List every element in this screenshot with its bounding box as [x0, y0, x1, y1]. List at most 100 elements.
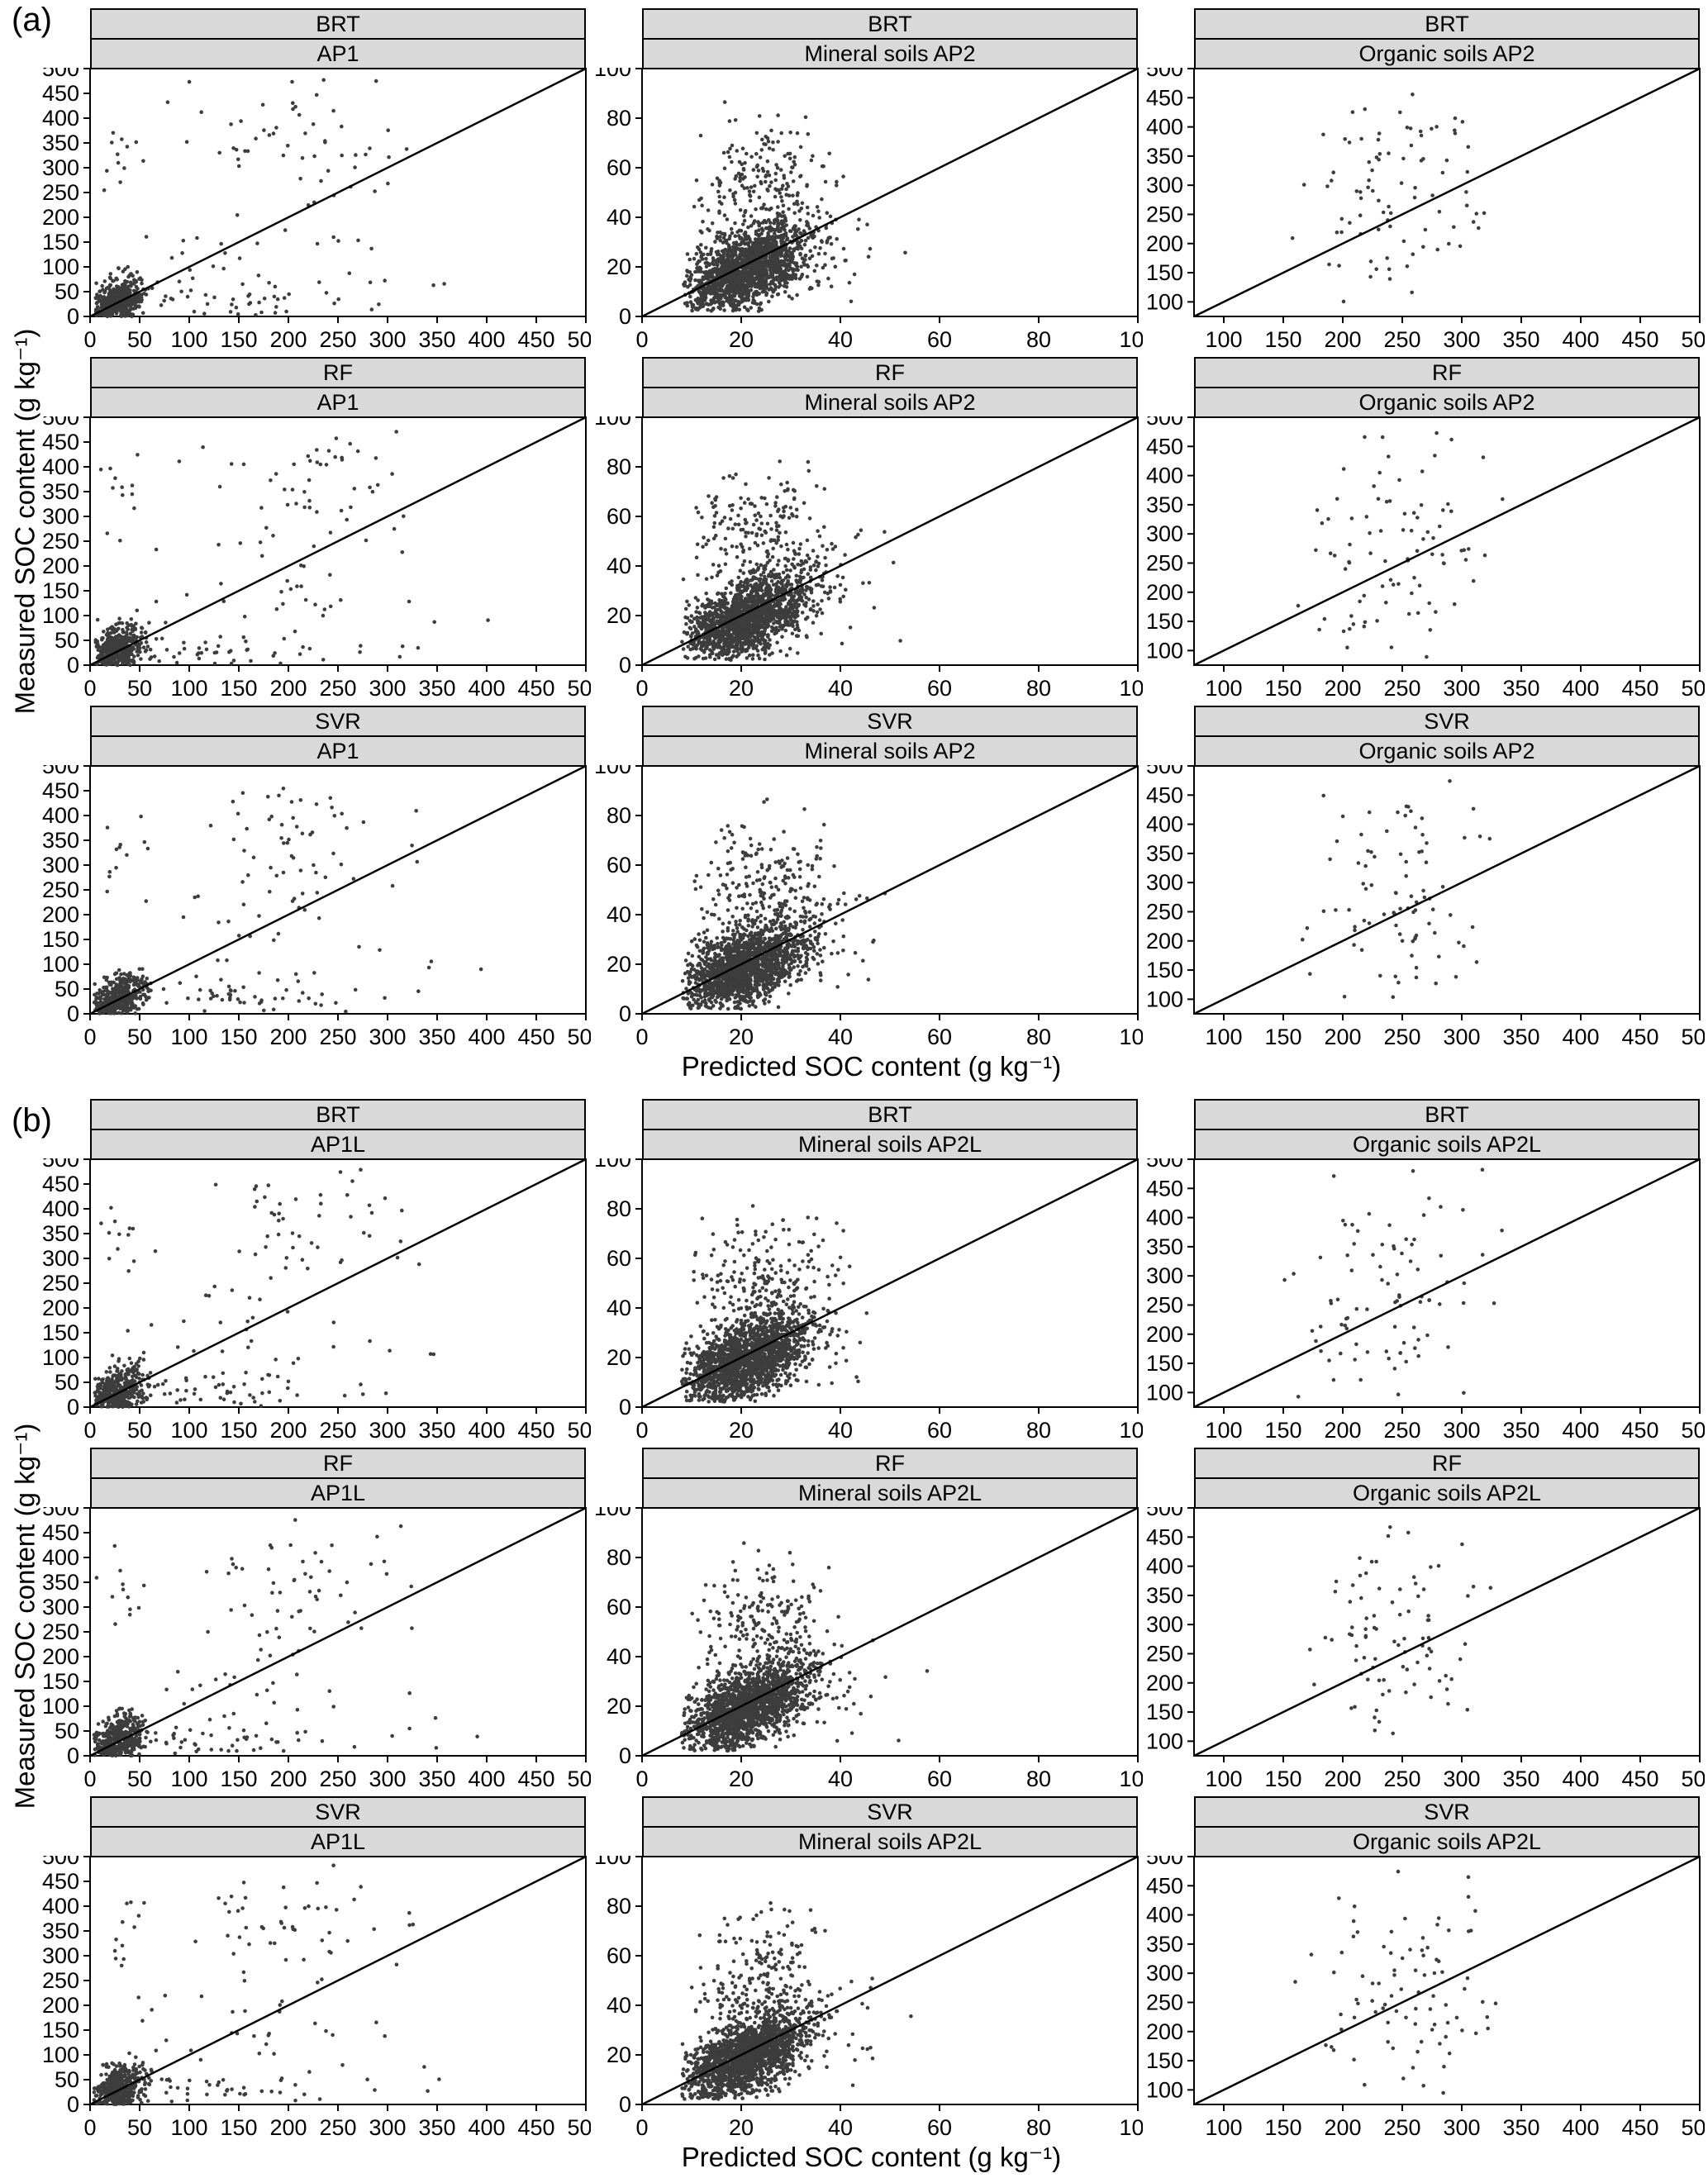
x-tick-label: 150 — [220, 2115, 257, 2140]
axis-ticks: 100 150 200 250 300 350 400 450 500 100 150 200 250 3… — [1146, 1158, 1705, 1443]
y-tick-label: 150 — [42, 578, 79, 603]
y-tick-label: 100 — [1146, 1729, 1183, 1753]
y-tick-label: 500 — [1146, 765, 1183, 778]
x-tick-label: 100 — [1205, 2115, 1242, 2140]
x-tick-label: 250 — [319, 1418, 356, 1443]
y-tick-label: 300 — [42, 504, 79, 529]
subplot: SVRAP1L050100150200250300350400450500050… — [38, 1796, 591, 2142]
x-tick-label: 40 — [828, 327, 853, 352]
axis-ticks: 100 150 200 250 300 350 400 450 500 100 150 200 250 3… — [1146, 416, 1705, 701]
identity-line — [641, 1856, 1139, 2106]
x-tick-label: 500 — [567, 676, 591, 701]
y-tick-label: 80 — [607, 1196, 631, 1221]
axis-ticks: 0 20 40 60 80 100 0 20 40 60 80 100 — [594, 68, 1143, 352]
scatter-plot: 0 20 40 60 80 100 0 20 40 60 80 100 — [594, 416, 1143, 701]
scatter-plot: 0 20 40 60 80 100 0 20 40 60 80 100 — [594, 68, 1143, 352]
facet-strip-dataset: Organic soils AP2 — [1194, 38, 1700, 69]
x-tick-label: 100 — [1205, 676, 1242, 701]
x-tick-label: 250 — [1383, 327, 1420, 352]
data-points — [680, 797, 887, 1011]
y-tick-label: 350 — [1146, 841, 1183, 866]
facet-strip-model: SVR — [90, 706, 586, 737]
x-tick-label: 350 — [1502, 2115, 1539, 2140]
y-tick-label: 500 — [42, 416, 79, 430]
x-axis-title: Predicted SOC content (g kg⁻¹) — [681, 2142, 1062, 2172]
y-tick-label: 250 — [1146, 1990, 1183, 2014]
subplot: BRTAP1L050100150200250300350400450500050… — [38, 1099, 591, 1444]
y-tick-label: 150 — [1146, 260, 1183, 285]
facet-strip-dataset: Organic soils AP2L — [1194, 1477, 1700, 1509]
y-tick-label: 100 — [1146, 638, 1183, 663]
facet-strip-model: RF — [1194, 1448, 1700, 1479]
x-tick-label: 200 — [1324, 1025, 1361, 1049]
facet-strip-model: SVR — [1194, 1796, 1700, 1828]
x-tick-label: 100 — [1205, 1418, 1242, 1443]
x-tick-label: 400 — [468, 1767, 505, 1791]
facet-strip-dataset: Organic soils AP2L — [1194, 1826, 1700, 1857]
x-tick-label: 350 — [1502, 676, 1539, 701]
x-tick-label: 100 — [170, 327, 207, 352]
identity-line — [1193, 416, 1701, 667]
y-tick-label: 100 — [42, 1345, 79, 1370]
data-points — [1290, 93, 1487, 304]
y-tick-label: 250 — [42, 1968, 79, 1993]
y-tick-label: 250 — [42, 1271, 79, 1296]
scatter-plot: 0501001502002503003504004505000501001502… — [42, 68, 591, 352]
x-tick-label: 150 — [1264, 327, 1301, 352]
data-points — [682, 100, 907, 313]
panel-b-label: (b) — [12, 1102, 52, 1139]
x-tick-label: 400 — [468, 1025, 505, 1049]
x-tick-label: 200 — [269, 2115, 307, 2140]
y-tick-label: 20 — [607, 1694, 631, 1719]
y-tick-label: 450 — [42, 778, 79, 803]
identity-line — [1193, 1507, 1701, 1757]
y-tick-label: 150 — [42, 1320, 79, 1345]
x-tick-label: 50 — [127, 1418, 152, 1443]
x-tick-label: 400 — [1562, 1767, 1599, 1791]
x-tick-label: 0 — [83, 1767, 96, 1791]
y-tick-label: 50 — [55, 977, 79, 1001]
y-tick-label: 250 — [1146, 1292, 1183, 1317]
y-tick-label: 500 — [1146, 1158, 1183, 1172]
x-tick-label: 350 — [1502, 1025, 1539, 1049]
x-tick-label: 500 — [567, 1025, 591, 1049]
x-tick-label: 150 — [1264, 1025, 1301, 1049]
identity-line — [89, 1158, 587, 1409]
y-tick-label: 350 — [1146, 1932, 1183, 1957]
x-tick-label: 60 — [927, 327, 952, 352]
x-tick-label: 250 — [1383, 1418, 1420, 1443]
y-tick-label: 350 — [42, 828, 79, 853]
x-tick-label: 300 — [369, 2115, 406, 2140]
subplot: RF Organic soils AP2L 100 150 200 250 300 350 40… — [1142, 1448, 1708, 1793]
x-tick-label: 500 — [1681, 1767, 1705, 1791]
x-tick-label: 0 — [83, 1025, 96, 1049]
y-tick-label: 200 — [42, 1296, 79, 1320]
x-tick-label: 20 — [729, 1025, 754, 1049]
axis-ticks: 0 20 40 60 80 100 0 20 40 60 80 100 — [594, 416, 1143, 701]
y-tick-label: 0 — [67, 2092, 79, 2117]
x-tick-label: 200 — [1324, 1418, 1361, 1443]
x-tick-label: 450 — [1621, 2115, 1658, 2140]
scatter-plot: 100 150 200 250 300 350 400 450 500 100 150 200 250 3… — [1146, 68, 1705, 352]
y-tick-label: 50 — [55, 2067, 79, 2092]
y-tick-label: 500 — [42, 68, 79, 81]
y-tick-label: 450 — [1146, 1873, 1183, 1898]
x-tick-label: 400 — [468, 1418, 505, 1443]
y-tick-label: 80 — [607, 106, 631, 131]
x-tick-label: 100 — [1205, 1025, 1242, 1049]
x-tick-label: 450 — [517, 1025, 554, 1049]
facet-grid-b: BRTAP1L050100150200250300350400450500050… — [38, 1099, 1708, 2142]
x-tick-label: 400 — [1562, 327, 1599, 352]
axis-ticks: 0 20 40 60 80 100 0 20 40 60 80 100 — [594, 1856, 1143, 2140]
x-tick-label: 400 — [468, 2115, 505, 2140]
x-tick-label: 50 — [127, 1025, 152, 1049]
x-tick-label: 250 — [1383, 1025, 1420, 1049]
x-tick-label: 450 — [1621, 1418, 1658, 1443]
scatter-plot: 0 20 40 60 80 100 0 20 40 60 80 100 — [594, 765, 1143, 1049]
x-tick-label: 80 — [1026, 1767, 1051, 1791]
x-tick-label: 350 — [418, 1767, 455, 1791]
identity-line — [89, 1856, 587, 2106]
